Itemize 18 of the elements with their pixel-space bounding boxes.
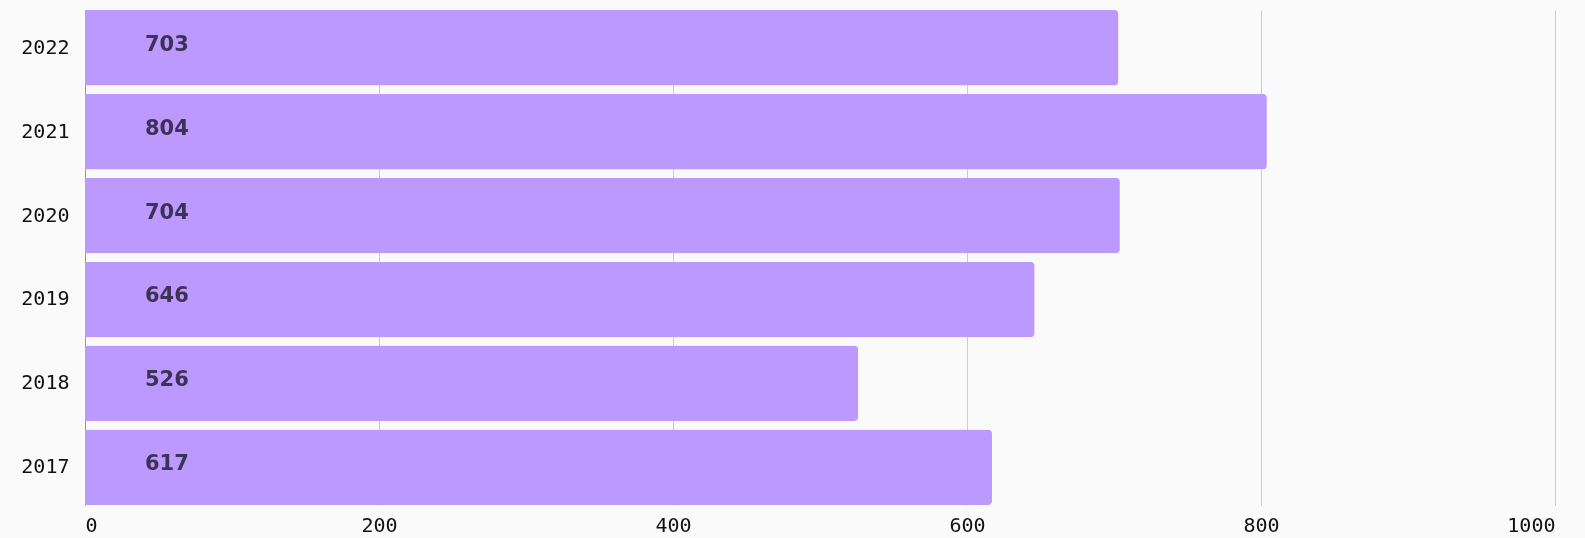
x-tick-label: 1000 <box>1507 512 1556 537</box>
data-label: 703 <box>145 31 189 56</box>
data-label: 704 <box>145 199 189 224</box>
y-tick-label: 2022 <box>21 34 70 59</box>
x-tick-label: 400 <box>655 512 692 537</box>
y-tick-label: 2019 <box>21 286 70 311</box>
data-label: 617 <box>145 451 189 476</box>
y-tick-label: 2017 <box>21 454 70 479</box>
data-label: 646 <box>145 283 189 308</box>
x-tick-label: 200 <box>361 512 398 537</box>
data-label: 804 <box>145 115 189 140</box>
x-tick-label: 600 <box>949 512 986 537</box>
y-tick-label: 2018 <box>21 370 70 395</box>
y-tick-label: 2021 <box>21 118 70 143</box>
data-label: 526 <box>145 367 189 392</box>
y-tick-label: 2020 <box>21 202 70 227</box>
x-tick-label: 800 <box>1243 512 1280 537</box>
x-tick-label: 0 <box>85 512 98 537</box>
